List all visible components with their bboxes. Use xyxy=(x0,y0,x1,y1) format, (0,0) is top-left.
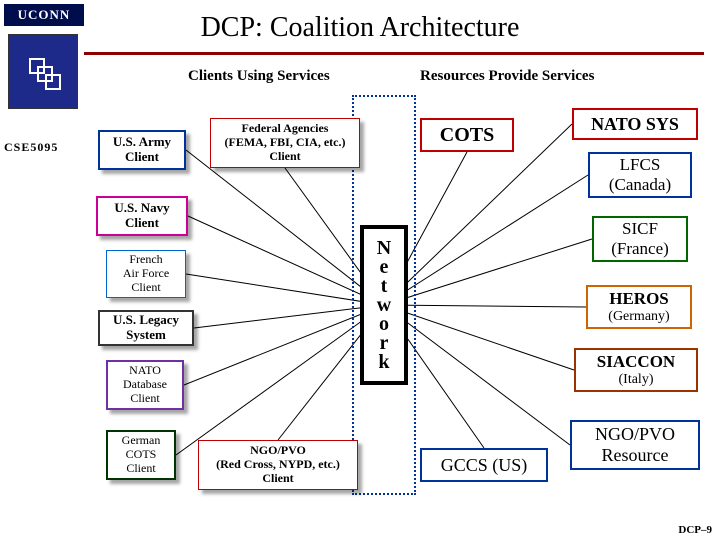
title-underline xyxy=(84,52,704,55)
node-us-navy: U.S. NavyClient xyxy=(96,196,188,236)
node-line: LFCS xyxy=(620,155,661,175)
node-federal: Federal Agencies(FEMA, FBI, CIA, etc.)Cl… xyxy=(210,118,360,168)
node-us-legacy: U.S. LegacySystem xyxy=(98,310,194,346)
node-line: Client xyxy=(125,150,159,165)
page-title: DCP: Coalition Architecture xyxy=(0,12,720,44)
node-nato-sys: NATO SYS xyxy=(572,108,698,140)
node-line: Resource xyxy=(602,445,669,466)
node-cots: COTS xyxy=(420,118,514,152)
node-line: System xyxy=(126,328,166,343)
node-line: COTS xyxy=(440,124,494,147)
resources-section-label: Resources Provide Services xyxy=(420,68,594,85)
node-line: HEROS xyxy=(609,289,669,309)
node-french-af: FrenchAir ForceClient xyxy=(106,250,186,298)
node-line: U.S. Legacy xyxy=(113,313,179,328)
node-sicf: SICF(France) xyxy=(592,216,688,262)
node-subline: (Germany) xyxy=(608,309,669,325)
node-line: GCCS (US) xyxy=(441,455,528,476)
node-lfcs: LFCS(Canada) xyxy=(588,152,692,198)
node-siaccon: SIACCON(Italy) xyxy=(574,348,698,392)
network-letter: e xyxy=(380,258,389,277)
network-letter: o xyxy=(379,315,389,334)
node-us-army: U.S. ArmyClient xyxy=(98,130,186,170)
node-gccs: GCCS (US) xyxy=(420,448,548,482)
node-line: Client xyxy=(131,281,160,295)
node-line: (France) xyxy=(611,239,669,259)
node-line: German xyxy=(122,434,161,448)
network-hub: Network xyxy=(360,225,408,385)
node-line: (Red Cross, NYPD, etc.) xyxy=(216,458,340,472)
node-line: Client xyxy=(125,216,159,231)
node-line: NATO SYS xyxy=(591,114,679,135)
page-footer: DCP–9 xyxy=(678,524,712,536)
node-line: Client xyxy=(269,150,300,164)
network-letter: N xyxy=(377,239,391,258)
node-line: U.S. Navy xyxy=(114,201,169,216)
node-line: French xyxy=(129,253,162,267)
node-line: Database xyxy=(123,378,167,392)
network-letter: k xyxy=(378,353,389,372)
node-line: (Canada) xyxy=(609,175,671,195)
node-line: NATO xyxy=(129,364,161,378)
node-ngo-res: NGO/PVOResource xyxy=(570,420,700,470)
clients-section-label: Clients Using Services xyxy=(188,68,330,85)
node-line: COTS xyxy=(126,448,157,462)
node-line: NGO/PVO xyxy=(595,424,675,445)
network-letter: w xyxy=(377,296,391,315)
node-german-cots: GermanCOTSClient xyxy=(106,430,176,480)
node-line: Federal Agencies xyxy=(242,122,329,136)
node-line: Client xyxy=(130,392,159,406)
node-line: (FEMA, FBI, CIA, etc.) xyxy=(225,136,346,150)
course-code: CSE5095 xyxy=(4,140,58,155)
network-letter: t xyxy=(381,277,388,296)
node-line: Client xyxy=(126,462,155,476)
node-line: Air Force xyxy=(123,267,169,281)
uconn-logo xyxy=(8,34,78,109)
node-line: SIACCON xyxy=(597,352,675,372)
network-letter: r xyxy=(380,334,389,353)
node-line: SICF xyxy=(622,219,658,239)
node-ngo-client: NGO/PVO(Red Cross, NYPD, etc.)Client xyxy=(198,440,358,490)
node-line: U.S. Army xyxy=(113,135,171,150)
node-heros: HEROS(Germany) xyxy=(586,285,692,329)
node-nato-db: NATODatabaseClient xyxy=(106,360,184,410)
node-line: NGO/PVO xyxy=(250,444,306,458)
node-subline: (Italy) xyxy=(619,372,654,388)
node-line: Client xyxy=(262,472,293,486)
